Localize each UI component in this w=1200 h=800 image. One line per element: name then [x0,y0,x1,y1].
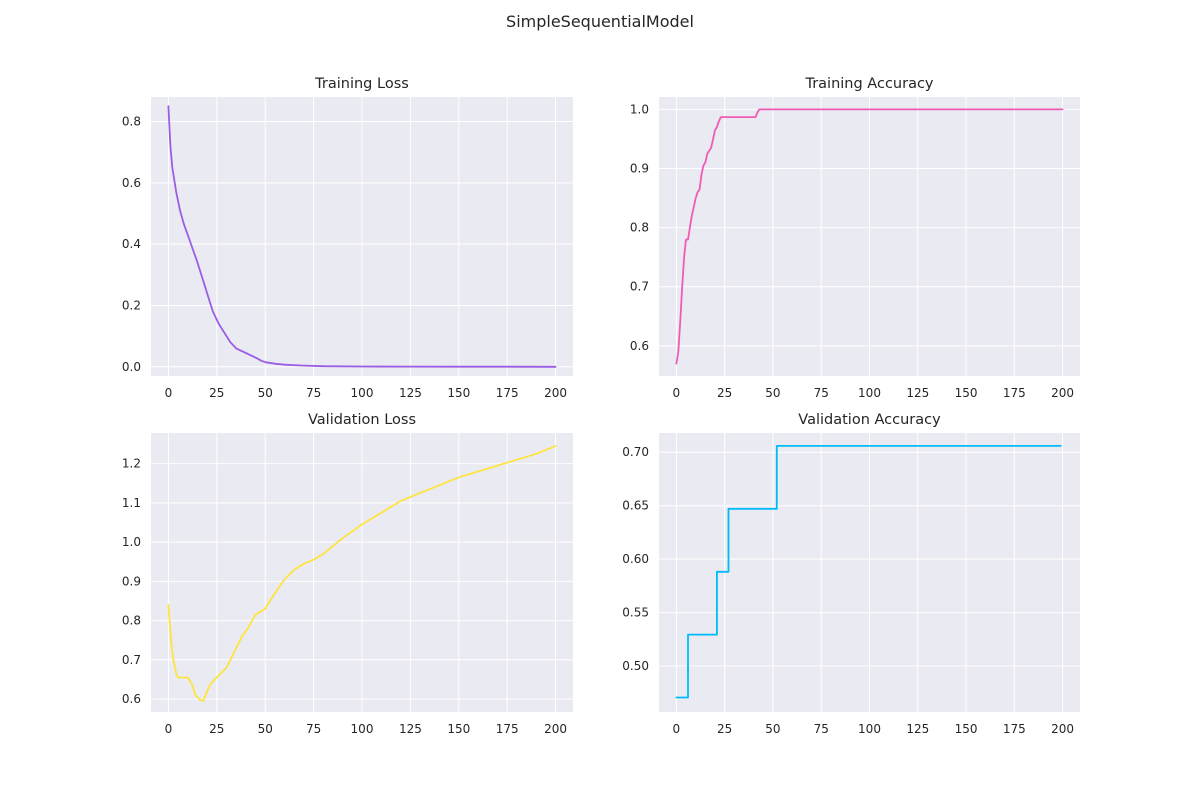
x-tick-label: 125 [399,386,422,400]
y-tick-label: 0.60 [622,552,649,566]
subplot-title: Training Accuracy [804,76,933,92]
subplot-3: 0 25 50 75 100 125 150 175 200 0.6 0.7 0.8 0.9 1.0 1.1… [122,412,573,736]
y-tick-label: 0.9 [122,574,141,588]
subplot-title: Training Loss [314,76,409,92]
x-tick-label: 125 [399,722,422,736]
subplot-4: 0 25 50 75 100 125 150 175 200 0.50 0.55 0.60 0.65 0.… [622,412,1080,736]
x-tick-label: 100 [351,386,374,400]
x-tick-label: 175 [1003,386,1026,400]
x-tick-label: 175 [496,386,519,400]
y-tick-label: 0.9 [630,162,649,176]
y-tick-label: 0.7 [122,653,141,667]
subplot-title: Validation Loss [308,412,416,428]
x-tick-label: 50 [258,722,273,736]
x-tick-label: 200 [1051,386,1074,400]
figure-title: SimpleSequentialModel [506,12,694,31]
x-tick-label: 100 [858,722,881,736]
x-tick-label: 125 [906,386,929,400]
subplot-2: 0 25 50 75 100 125 150 175 200 0.6 0.7 0.8 0.9 1.0 Tra… [630,76,1080,400]
y-tick-label: 0.8 [122,614,141,628]
x-tick-label: 25 [209,386,224,400]
y-tick-label: 0.55 [622,606,649,620]
y-tick-label: 1.0 [630,102,649,116]
y-tick-label: 0.4 [122,237,141,251]
y-tick-label: 0.6 [630,339,649,353]
x-tick-label: 200 [544,386,567,400]
y-tick-label: 0.8 [630,221,649,235]
y-tick-label: 0.70 [622,445,649,459]
x-tick-label: 25 [717,722,732,736]
series-line [675,445,1062,699]
y-tick-label: 0.50 [622,659,649,673]
x-tick-label: 75 [814,386,829,400]
y-tick-label: 0.8 [122,115,141,129]
x-tick-label: 75 [306,386,321,400]
series-line [167,445,557,702]
x-tick-label: 75 [306,722,321,736]
x-tick-label: 50 [765,722,780,736]
x-tick-label: 75 [814,722,829,736]
x-tick-label: 0 [673,386,681,400]
y-tick-label: 1.1 [122,496,141,510]
x-tick-label: 0 [673,722,681,736]
y-tick-label: 0.65 [622,499,649,513]
y-tick-label: 0.6 [122,176,141,190]
subplot-title: Validation Accuracy [798,412,941,428]
x-tick-label: 100 [351,722,374,736]
x-tick-label: 200 [1051,722,1074,736]
x-tick-label: 50 [765,386,780,400]
series-line [167,105,557,368]
x-tick-label: 200 [544,722,567,736]
x-tick-label: 150 [955,386,978,400]
x-tick-label: 0 [165,386,173,400]
y-tick-label: 1.0 [122,535,141,549]
subplot-1: 0 25 50 75 100 125 150 175 200 0.0 0.2 0.4 0.6 0.8 Tra… [122,76,573,400]
x-tick-label: 175 [1003,722,1026,736]
y-tick-label: 0.6 [122,692,141,706]
y-tick-label: 1.2 [122,457,141,471]
x-tick-label: 0 [165,722,173,736]
x-tick-label: 25 [209,722,224,736]
x-tick-label: 150 [955,722,978,736]
y-tick-label: 0.0 [122,360,141,374]
y-tick-label: 0.7 [630,280,649,294]
x-tick-label: 150 [447,722,470,736]
x-tick-label: 50 [258,386,273,400]
x-tick-label: 25 [717,386,732,400]
y-tick-label: 0.2 [122,298,141,312]
x-tick-label: 125 [906,722,929,736]
series-line [675,108,1064,365]
x-tick-label: 100 [858,386,881,400]
x-tick-label: 175 [496,722,519,736]
x-tick-label: 150 [447,386,470,400]
